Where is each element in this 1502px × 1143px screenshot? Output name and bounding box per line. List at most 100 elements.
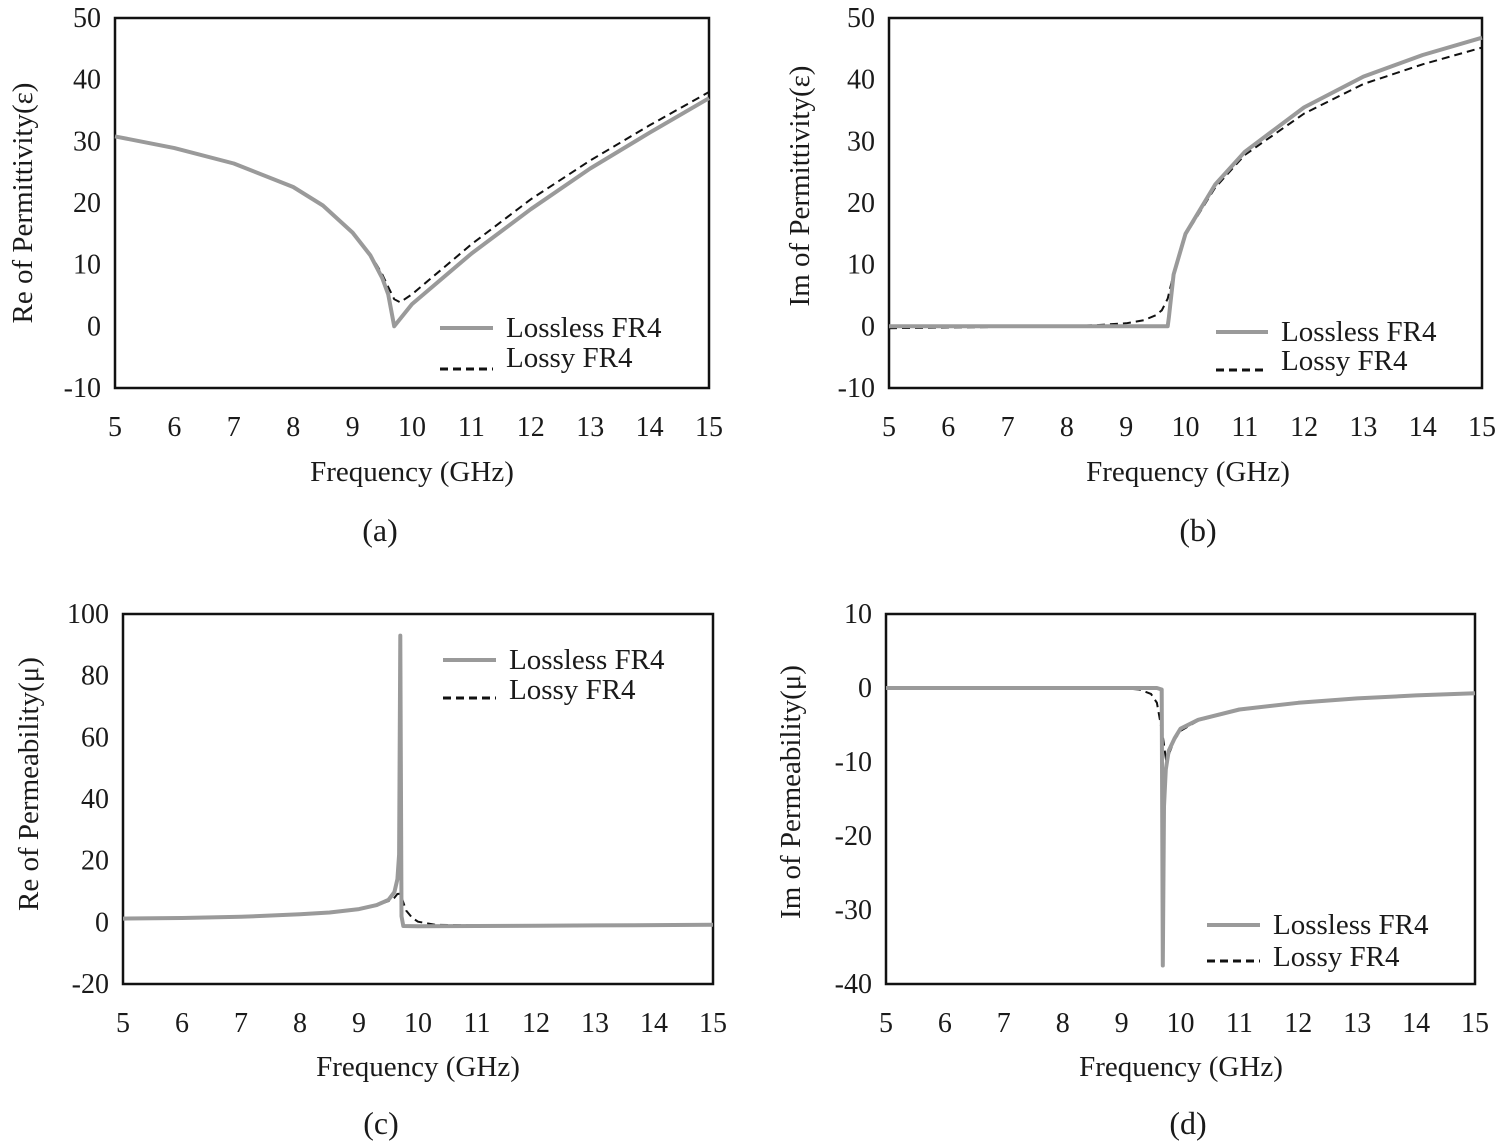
y-tick-label: 0 <box>95 907 109 938</box>
y-tick-label: 0 <box>858 673 872 704</box>
x-tick-label: 8 <box>286 412 300 443</box>
x-tick-label: 13 <box>1349 412 1377 443</box>
plot-frame <box>884 612 1477 986</box>
x-tick-label: 5 <box>882 412 896 443</box>
x-tick-label: 8 <box>293 1008 307 1039</box>
y-tick-label: 20 <box>73 188 101 219</box>
y-axis-ticks: -10 0 10 20 30 40 50 <box>64 3 101 404</box>
y-tick-label: 40 <box>847 65 875 96</box>
y-tick-label: 20 <box>81 846 109 877</box>
y-tick-label: 100 <box>67 599 109 630</box>
x-tick-label: 6 <box>938 1008 952 1039</box>
y-tick-label: 80 <box>81 661 109 692</box>
x-tick-label: 10 <box>398 412 426 443</box>
panel-caption: (a) <box>362 512 398 548</box>
x-tick-label: 12 <box>517 412 545 443</box>
panel-caption: (b) <box>1179 512 1216 548</box>
y-tick-label: 30 <box>73 126 101 157</box>
panel-b: -10 0 10 20 30 40 50 5 6 7 8 9 10 11 12 13 14 15 Im of P… <box>784 3 1496 548</box>
y-tick-label: 10 <box>847 250 875 281</box>
series-lines <box>886 686 1476 968</box>
x-tick-label: 11 <box>458 412 485 443</box>
y-tick-label: -10 <box>838 373 875 404</box>
y-axis-title: Re of Permittivity(ε) <box>7 83 39 324</box>
x-tick-label: 11 <box>464 1008 491 1039</box>
y-tick-label: 20 <box>847 188 875 219</box>
y-tick-label: 50 <box>847 3 875 34</box>
x-tick-label: 14 <box>640 1008 668 1039</box>
x-tick-label: 6 <box>941 412 955 443</box>
x-tick-label: 10 <box>1172 412 1200 443</box>
legend-label-lossless: Lossless FR4 <box>1273 909 1429 941</box>
x-tick-label: 9 <box>346 412 360 443</box>
y-tick-label: 0 <box>87 311 101 342</box>
y-tick-label: 40 <box>81 784 109 815</box>
y-tick-label: 30 <box>847 126 875 157</box>
x-tick-label: 12 <box>1284 1008 1312 1039</box>
y-axis-title: Re of Permeability(μ) <box>13 657 45 911</box>
x-axis-title: Frequency (GHz) <box>1086 456 1290 488</box>
y-tick-label: 0 <box>861 311 875 342</box>
series-lines <box>122 633 714 929</box>
y-tick-label: 50 <box>73 3 101 34</box>
x-tick-label: 12 <box>1290 412 1318 443</box>
x-axis-ticks: 5 6 7 8 9 10 11 12 13 14 15 <box>882 412 1496 443</box>
panel-c: -20 0 20 40 60 80 100 5 6 7 8 9 10 11 12 13 14 15 Re of … <box>13 599 727 1141</box>
y-tick-label: -40 <box>835 969 872 1000</box>
series-line-lossy <box>122 892 714 927</box>
series-line-lossless <box>114 96 711 329</box>
series-lines <box>888 35 1483 330</box>
x-tick-label: 15 <box>695 412 723 443</box>
panel-a: -10 0 10 20 30 40 50 5 6 7 8 9 10 11 12 13 14 15 Re of P… <box>7 3 723 548</box>
panel-caption: (c) <box>363 1105 399 1141</box>
x-tick-label: 9 <box>1115 1008 1129 1039</box>
series-line-lossy <box>114 91 710 304</box>
series-lines <box>114 91 711 329</box>
legend-label-lossy: Lossy FR4 <box>506 342 633 374</box>
y-tick-label: -10 <box>835 747 872 778</box>
series-line-lossy <box>888 46 1483 330</box>
y-axis-ticks: -10 0 10 20 30 40 50 <box>838 3 875 404</box>
x-tick-label: 11 <box>1226 1008 1253 1039</box>
legend-label-lossless: Lossless FR4 <box>509 644 665 676</box>
x-tick-label: 7 <box>997 1008 1011 1039</box>
x-tick-label: 15 <box>699 1008 727 1039</box>
series-line-lossless <box>122 633 714 929</box>
plot-frame <box>887 16 1484 390</box>
y-axis-ticks: -40 -30 -20 -10 0 10 <box>835 599 872 1000</box>
y-tick-label: -30 <box>835 895 872 926</box>
y-tick-label: -10 <box>64 373 101 404</box>
plot-frame <box>113 16 711 390</box>
x-tick-label: 6 <box>175 1008 189 1039</box>
x-tick-label: 15 <box>1461 1008 1489 1039</box>
x-tick-label: 10 <box>1167 1008 1195 1039</box>
legend: Lossless FR4 Lossy FR4 <box>1216 316 1437 377</box>
x-tick-label: 5 <box>116 1008 130 1039</box>
x-axis-title: Frequency (GHz) <box>1079 1051 1283 1083</box>
x-tick-label: 7 <box>1001 412 1015 443</box>
y-tick-label: -20 <box>835 821 872 852</box>
x-tick-label: 14 <box>1409 412 1437 443</box>
legend-label-lossless: Lossless FR4 <box>1281 316 1437 348</box>
legend-label-lossy: Lossy FR4 <box>509 674 636 706</box>
legend-label-lossy: Lossy FR4 <box>1281 345 1408 377</box>
x-tick-label: 13 <box>581 1008 609 1039</box>
legend-label-lossless: Lossless FR4 <box>506 312 662 344</box>
y-tick-label: 60 <box>81 722 109 753</box>
legend: Lossless FR4 Lossy FR4 <box>440 312 662 374</box>
x-tick-label: 12 <box>522 1008 550 1039</box>
x-tick-label: 5 <box>108 412 122 443</box>
legend-label-lossy: Lossy FR4 <box>1273 941 1400 973</box>
x-tick-label: 6 <box>167 412 181 443</box>
y-tick-label: 10 <box>844 599 872 630</box>
series-line-lossless <box>886 686 1476 968</box>
x-tick-label: 13 <box>576 412 604 443</box>
plot-frame <box>121 612 715 986</box>
y-axis-ticks: -20 0 20 40 60 80 100 <box>67 599 109 1000</box>
series-line-lossless <box>889 35 1483 329</box>
x-tick-label: 15 <box>1468 412 1496 443</box>
x-tick-label: 8 <box>1056 1008 1070 1039</box>
x-tick-label: 10 <box>404 1008 432 1039</box>
x-axis-ticks: 5 6 7 8 9 10 11 12 13 14 15 <box>108 412 723 443</box>
